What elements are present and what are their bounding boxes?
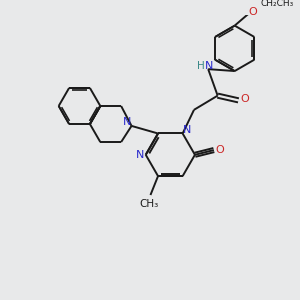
Text: O: O xyxy=(215,145,224,155)
Text: CH₃: CH₃ xyxy=(139,199,158,208)
Text: N: N xyxy=(205,61,213,71)
Text: O: O xyxy=(241,94,250,104)
Text: O: O xyxy=(248,8,257,17)
Text: H: H xyxy=(197,61,205,71)
Text: CH₂CH₃: CH₂CH₃ xyxy=(261,0,294,8)
Text: N: N xyxy=(123,117,131,127)
Text: N: N xyxy=(136,150,144,160)
Text: N: N xyxy=(183,125,192,135)
